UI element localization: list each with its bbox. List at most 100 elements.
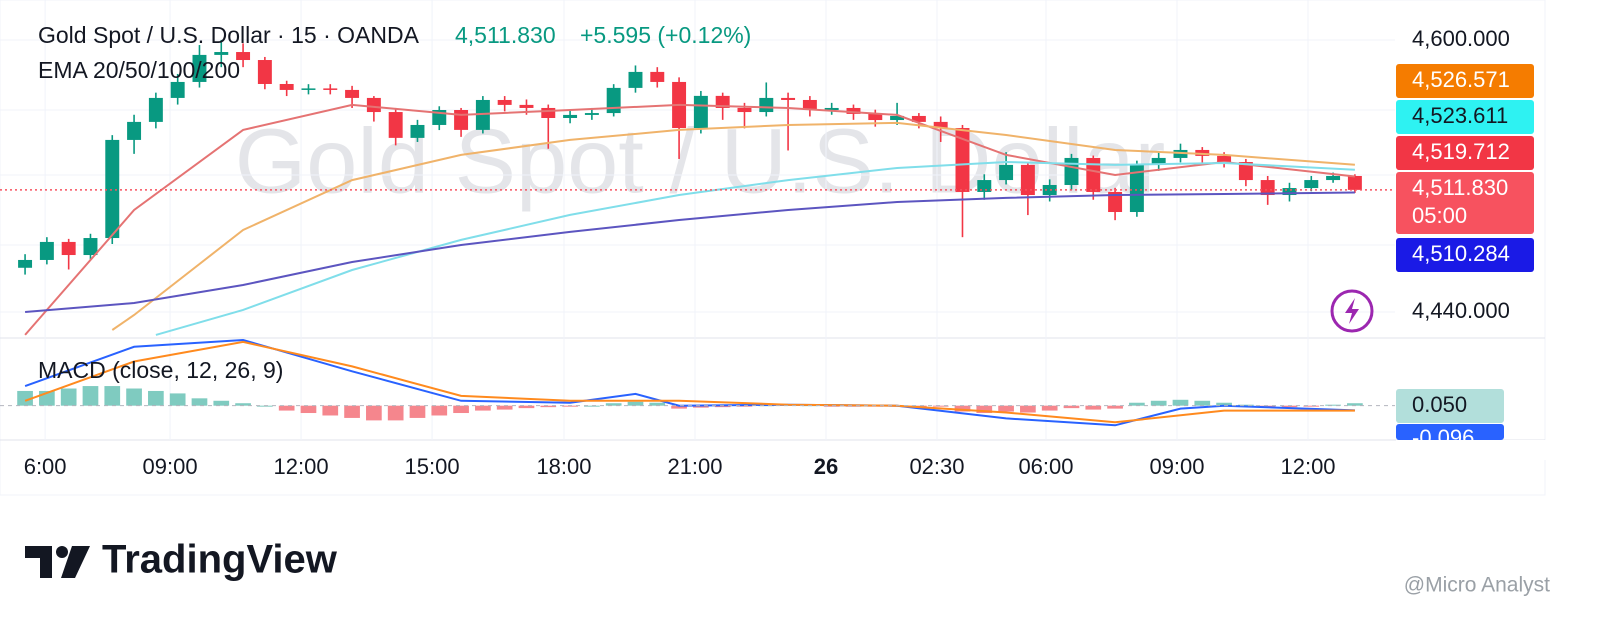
histogram-bar bbox=[475, 405, 491, 411]
candle-body bbox=[18, 259, 33, 268]
histogram-bar bbox=[387, 405, 404, 421]
indicator-line bbox=[111, 121, 1355, 331]
candle-body bbox=[1108, 191, 1123, 213]
chart-title: Gold Spot / U.S. Dollar · 15 · OANDA bbox=[38, 22, 420, 48]
candle-body bbox=[977, 180, 992, 192]
price-label-box bbox=[1396, 100, 1534, 134]
candle-body bbox=[628, 71, 643, 88]
price-label-box bbox=[1396, 238, 1534, 272]
candle-body bbox=[148, 97, 163, 122]
x-tick-label: 15:00 bbox=[405, 454, 460, 479]
candle-body bbox=[366, 97, 381, 113]
histogram-bar bbox=[1238, 404, 1254, 406]
y-tick-label: 4,440.000 bbox=[1412, 298, 1510, 323]
y-tick-label: 4,600.000 bbox=[1412, 26, 1510, 51]
x-tick-label: 02:30 bbox=[909, 454, 964, 479]
histogram-bar bbox=[584, 405, 600, 407]
indicator-name: EMA 20/50/100/200 bbox=[38, 57, 240, 83]
candle-body bbox=[1347, 175, 1362, 190]
candle-body bbox=[1042, 184, 1057, 196]
candle-body bbox=[1173, 149, 1188, 158]
brand-name: TradingView bbox=[102, 538, 338, 582]
candle-body bbox=[170, 81, 185, 98]
candle-body bbox=[781, 97, 796, 100]
histogram-bar bbox=[1281, 405, 1298, 408]
price-label: 4,519.712 bbox=[1412, 139, 1510, 164]
candle-body bbox=[650, 71, 665, 82]
candle-body bbox=[410, 124, 425, 138]
histogram-bar bbox=[169, 393, 186, 406]
price-label-box bbox=[1396, 172, 1534, 234]
label-mask bbox=[1396, 440, 1546, 460]
candle-body bbox=[127, 121, 142, 140]
histogram-bar bbox=[1194, 400, 1211, 406]
candle-body bbox=[1326, 175, 1341, 181]
candle-body bbox=[563, 114, 578, 118]
last-price: 4,511.830 bbox=[455, 22, 556, 48]
price-label: 4,523.611 bbox=[1412, 103, 1508, 128]
indicator-line bbox=[155, 160, 1355, 336]
histogram-bar bbox=[453, 405, 469, 414]
candle-body bbox=[1304, 180, 1319, 189]
candle-body bbox=[955, 128, 970, 192]
price-label-box bbox=[1396, 64, 1534, 98]
histogram-bar bbox=[1150, 400, 1167, 406]
x-tick-label: 12:00 bbox=[274, 454, 329, 479]
x-tick-label: 6:00 bbox=[24, 454, 67, 479]
candle-body bbox=[214, 52, 229, 55]
candle-body bbox=[519, 104, 534, 108]
candle-body bbox=[693, 95, 708, 129]
histogram-bar bbox=[1107, 405, 1123, 409]
candle-body bbox=[388, 112, 403, 138]
candle-body bbox=[323, 88, 338, 90]
chart-frame bbox=[0, 0, 1546, 496]
candle-body bbox=[257, 60, 272, 84]
histogram-bar bbox=[998, 405, 1014, 412]
credit: @Micro Analyst bbox=[1404, 574, 1550, 597]
candle-body bbox=[584, 113, 599, 115]
candle-body bbox=[1282, 188, 1297, 196]
histogram-bar bbox=[278, 405, 295, 411]
indicator-line bbox=[24, 340, 1355, 424]
histogram-bar bbox=[431, 405, 448, 416]
histogram-bar bbox=[649, 402, 666, 406]
candle-body bbox=[61, 241, 76, 256]
histogram-bar bbox=[191, 398, 208, 406]
x-tick-label: 09:00 bbox=[1149, 454, 1204, 479]
macd-label-box bbox=[1396, 389, 1504, 423]
brand-logo bbox=[25, 546, 90, 578]
candle-body bbox=[1129, 164, 1144, 213]
candle-body bbox=[890, 115, 905, 121]
histogram-bar bbox=[1085, 405, 1102, 410]
histogram-bar bbox=[322, 405, 339, 416]
price-label: 4,526.571 bbox=[1412, 67, 1510, 92]
histogram-bar bbox=[823, 405, 840, 407]
histogram-bar bbox=[1172, 399, 1189, 406]
candle-body bbox=[279, 83, 294, 90]
histogram-bar bbox=[1325, 404, 1341, 406]
histogram-bar bbox=[300, 405, 317, 414]
histogram-bar bbox=[540, 405, 557, 408]
indicator-line bbox=[24, 103, 1356, 336]
candle-body bbox=[301, 88, 316, 90]
histogram-bar bbox=[714, 405, 731, 408]
histogram-bar bbox=[518, 405, 535, 409]
histogram-bar bbox=[82, 386, 99, 406]
macd-label: 0.050 bbox=[1412, 392, 1467, 417]
candle-body bbox=[1020, 164, 1035, 196]
candle-body bbox=[105, 139, 120, 239]
candle-body bbox=[39, 241, 54, 260]
candle-body bbox=[192, 54, 207, 82]
candle-body bbox=[345, 89, 360, 98]
candle-body bbox=[1260, 180, 1275, 196]
candle-body bbox=[759, 97, 774, 113]
histogram-bar bbox=[671, 405, 687, 409]
histogram-bar bbox=[1063, 405, 1080, 409]
candle-body bbox=[715, 95, 730, 108]
candle-body bbox=[1086, 157, 1101, 192]
price-change: +5.595 (+0.12%) bbox=[580, 22, 751, 48]
histogram-bar bbox=[1347, 403, 1363, 406]
alert-icon[interactable] bbox=[1330, 289, 1374, 333]
